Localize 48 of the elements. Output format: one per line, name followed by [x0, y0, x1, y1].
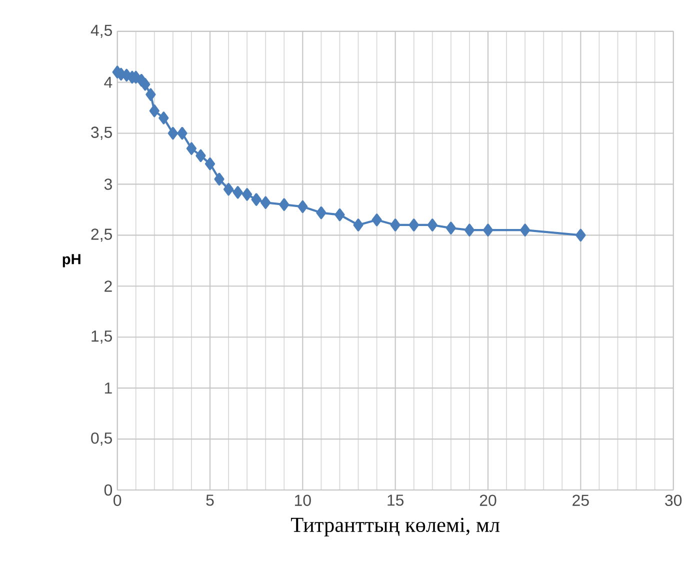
- point: [168, 126, 178, 140]
- point: [149, 104, 160, 118]
- point: [186, 142, 197, 155]
- y-tick-label: 3,5: [91, 126, 112, 140]
- x-tick-label: 20: [480, 494, 496, 506]
- y-tick-label: 1,5: [92, 330, 112, 344]
- point: [204, 157, 216, 170]
- point: [427, 218, 438, 232]
- point: [177, 126, 188, 140]
- y-tick-label: 1: [104, 382, 112, 394]
- point: [576, 228, 586, 242]
- point: [464, 224, 475, 236]
- point: [232, 186, 243, 199]
- point: [482, 224, 494, 236]
- point: [140, 78, 150, 91]
- point: [223, 182, 234, 196]
- point: [279, 198, 290, 211]
- point: [158, 112, 169, 124]
- x-tick-label: 5: [206, 494, 214, 506]
- x-tick-label: 10: [295, 494, 311, 506]
- point: [390, 218, 400, 232]
- point: [353, 218, 364, 232]
- y-tick-label: 2,5: [91, 228, 112, 242]
- x-tick-label: 15: [388, 494, 404, 506]
- point: [372, 214, 382, 226]
- x-tick-label: 30: [665, 494, 682, 506]
- x-axis-title: Титранттың көлемі, мл: [291, 518, 500, 536]
- y-tick-label: 4: [104, 76, 112, 88]
- point: [260, 196, 271, 209]
- point: [214, 172, 224, 186]
- y-tick-label: 0: [104, 484, 112, 496]
- y-axis-title: pH: [62, 254, 80, 268]
- point: [408, 218, 419, 232]
- point: [242, 188, 252, 201]
- x-tick-label: 25: [572, 494, 589, 506]
- point: [251, 193, 262, 206]
- point: [520, 224, 530, 236]
- x-tick-label: 0: [114, 494, 122, 506]
- y-tick-label: 2: [104, 280, 112, 292]
- point: [298, 200, 308, 214]
- point: [196, 149, 206, 162]
- y-tick-label: 4,5: [90, 24, 112, 38]
- y-tick-label: 3: [104, 178, 112, 190]
- point: [334, 208, 345, 222]
- point: [446, 222, 456, 234]
- point: [316, 206, 326, 220]
- point: [146, 88, 156, 101]
- y-tick-label: 0,5: [91, 432, 112, 446]
